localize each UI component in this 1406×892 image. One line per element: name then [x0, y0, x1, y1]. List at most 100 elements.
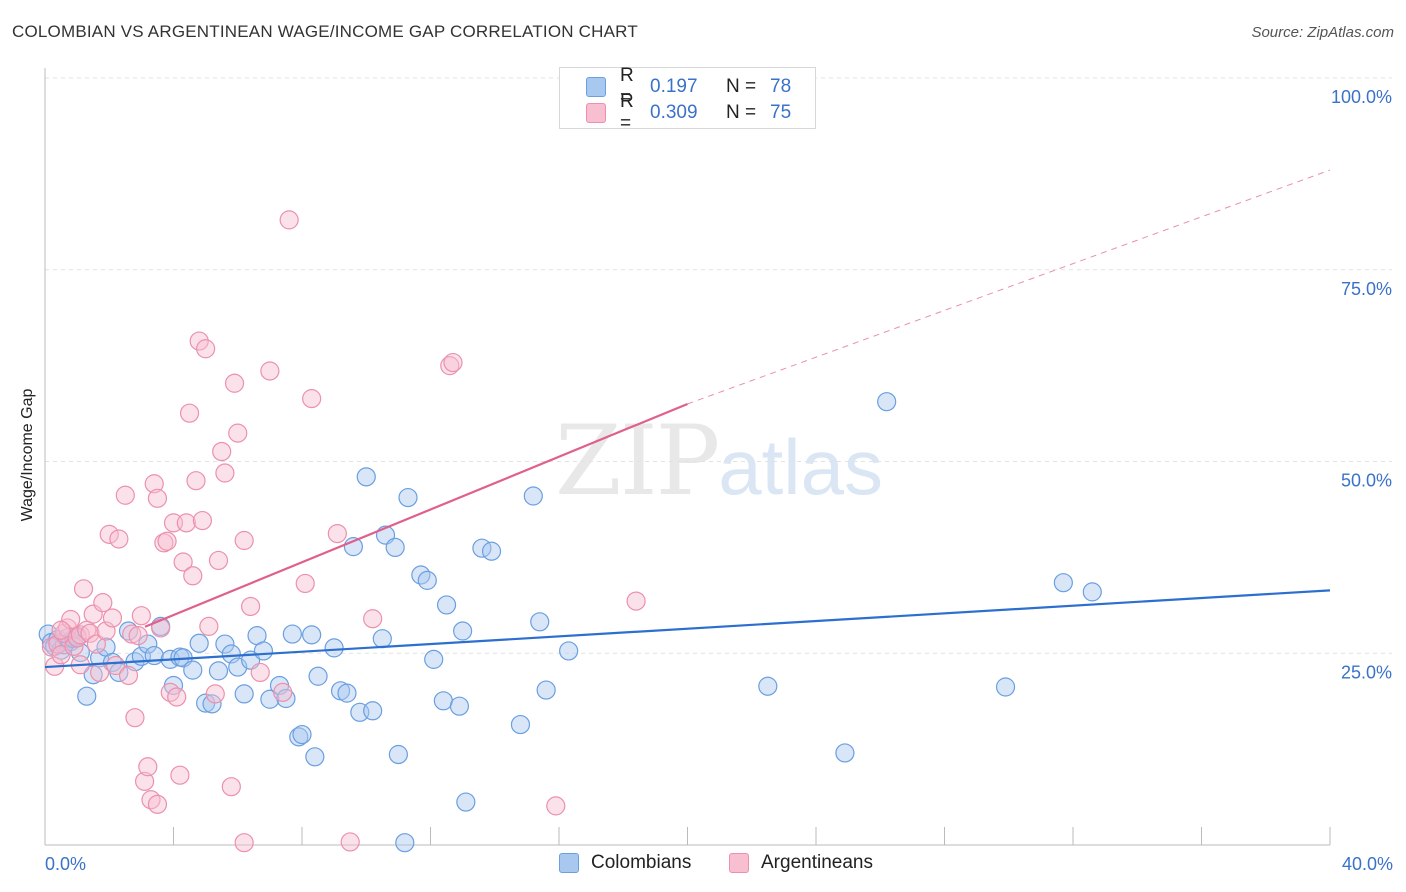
colombians-point [523, 486, 543, 506]
colombians-point [411, 565, 431, 585]
colombians-point [215, 634, 235, 654]
argentineans-point [260, 361, 280, 381]
argentineans-point [215, 463, 235, 483]
source-label: Source: ZipAtlas.com [1251, 24, 1394, 41]
argentineans-point [228, 423, 248, 443]
colombians-point [1053, 573, 1073, 593]
argentineans-trend-line [144, 402, 688, 628]
r-value: 0.309 [650, 102, 698, 123]
trend-lines [44, 169, 1331, 669]
colombians-point [433, 691, 453, 711]
r-label: R = [620, 91, 634, 134]
legend-swatch-colombians [586, 77, 606, 97]
argentineans-point [147, 794, 168, 814]
argentineans-point [90, 662, 110, 683]
colombians-point [436, 595, 457, 615]
legend-label-colombians: Colombians [591, 852, 692, 873]
legend-row-colombians: R = 0.197 N = 78 [586, 65, 791, 108]
correlation-legend: R = 0.197 N = 78 R = 0.309 N = 75 [559, 65, 816, 134]
colombians-point [372, 629, 392, 649]
argentineans-point [154, 533, 174, 553]
y-tick-label: 100.0% [1331, 87, 1392, 107]
argentineans-point [186, 471, 206, 491]
colombians-point [253, 641, 274, 661]
argentineans-point [302, 389, 322, 409]
tick-labels: 25.0% 50.0% 75.0% 100.0% 0.0% 40.0% [45, 87, 1393, 874]
argentineans-point [327, 523, 347, 544]
colombians-point [308, 666, 328, 686]
argentineans-point [99, 524, 119, 544]
argentineans-point [176, 513, 196, 533]
argentineans-point [189, 331, 209, 351]
x-tick-label-max: 40.0% [1342, 854, 1393, 874]
argentineans-point [199, 616, 219, 637]
argentineans-point [147, 488, 168, 508]
colombians-point [536, 680, 556, 700]
colombians-trend-line [44, 589, 1331, 669]
argentineans-trend-extension [687, 169, 1331, 405]
y-tick-label: 50.0% [1341, 471, 1392, 491]
argentineans-point [167, 687, 187, 707]
legend-row-argentineans: R = 0.309 N = 75 [586, 91, 792, 134]
colombians-point [292, 724, 312, 745]
argentineans-point [183, 566, 203, 586]
legend-swatch-colombians [559, 853, 579, 873]
colombians-point [449, 696, 470, 716]
legend-swatch-argentineans [729, 853, 749, 873]
argentineans-point [340, 832, 360, 852]
legend-label-argentineans: Argentineans [761, 852, 873, 873]
argentineans-point [73, 579, 94, 599]
colombians-point [77, 686, 97, 706]
r-label: R = [620, 65, 634, 108]
argentineans-point [125, 708, 145, 728]
colombians-point [758, 676, 778, 696]
chart-title: COLOMBIAN VS ARGENTINEAN WAGE/INCOME GAP… [12, 22, 638, 41]
argentineans-point [626, 591, 646, 611]
grid-lines [45, 77, 1392, 654]
y-tick-label: 75.0% [1341, 279, 1392, 299]
argentineans-point [128, 626, 148, 646]
colombians-point [234, 684, 254, 704]
colombians-point [398, 487, 418, 508]
argentineans-point [250, 662, 270, 683]
y-tick-label: 25.0% [1341, 662, 1392, 682]
argentineans-point [131, 606, 151, 626]
argentineans-point [86, 634, 107, 654]
colombians-point [356, 467, 376, 487]
argentineans-point [67, 628, 87, 648]
argentineans-point [241, 596, 261, 617]
legend-item-argentineans[interactable]: Argentineans [729, 852, 873, 874]
colombians-point [395, 833, 415, 853]
argentineans-point [106, 655, 126, 676]
argentineans-point [196, 339, 216, 359]
argentineans-point [102, 608, 123, 628]
legend-item-colombians[interactable]: Colombians [559, 852, 691, 874]
argentineans-point [273, 682, 293, 702]
argentineans-point [279, 210, 299, 230]
colombians-point [305, 747, 325, 767]
argentineans-point [134, 771, 155, 791]
colombians-point [453, 621, 473, 641]
colombians-point [417, 570, 437, 590]
colombians-point [289, 727, 309, 747]
axes [44, 68, 1331, 846]
argentineans-point [221, 777, 241, 797]
argentineans-point [443, 352, 463, 373]
colombians-point [385, 537, 405, 558]
argentineans-point [212, 441, 232, 462]
colombians-point [183, 660, 203, 680]
r-value: 0.197 [650, 76, 698, 97]
argentineans-point [138, 757, 158, 777]
colombians-point [118, 621, 139, 641]
y-axis-label: Wage/Income Gap [19, 388, 36, 522]
colombians-point [995, 677, 1016, 697]
n-value: 75 [770, 102, 792, 123]
argentineans-point [295, 573, 315, 594]
argentineans-point [234, 833, 254, 853]
colombians-point [189, 633, 209, 653]
colombians-point [559, 641, 579, 661]
colombians-point [481, 541, 502, 561]
argentineans-point [157, 531, 177, 551]
data-points [38, 210, 1102, 853]
